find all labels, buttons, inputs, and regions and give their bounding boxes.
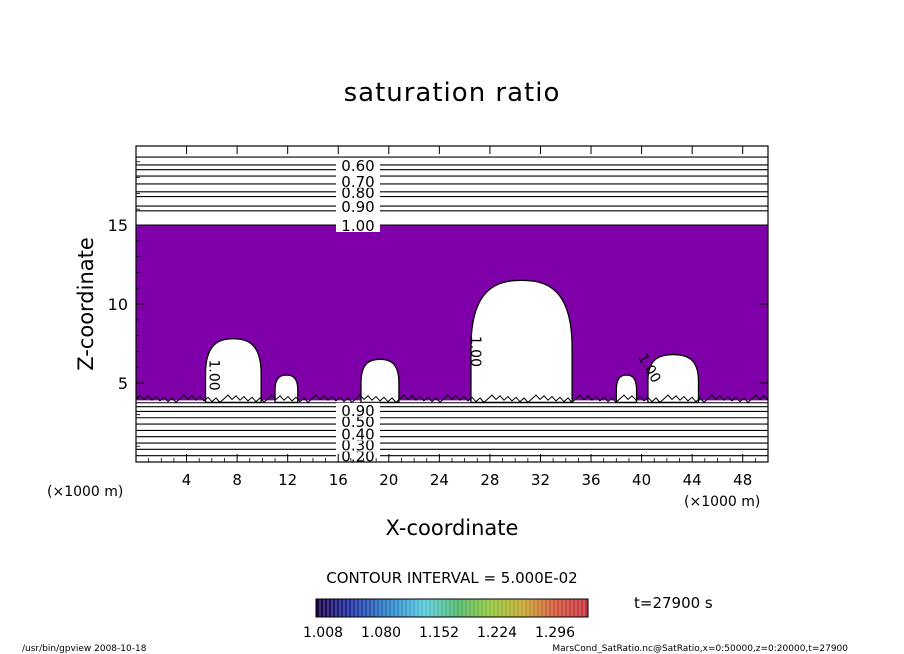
x-tick-label-3: 12: [278, 471, 297, 489]
x-tick-label-11: 44: [683, 471, 702, 489]
time-label: t=27900 s: [634, 594, 713, 612]
upper-contour-label-bg-5: [336, 157, 380, 172]
lower-contour-label-5: 0.90: [341, 402, 374, 420]
x-tick-label-9: 36: [581, 471, 600, 489]
upper-contour-label-1: 1.00: [341, 217, 374, 235]
lower-contour-label-1: 0.20: [341, 448, 374, 466]
colorbar-label-3: 1.152: [419, 625, 459, 641]
lower-contour-label-bg-3: [336, 426, 380, 441]
colorbar-frame: [315, 598, 589, 618]
lower-contour-label-bg-4: [336, 413, 380, 428]
plot-area: 1.000.900.800.700.600.200.300.400.500.90…: [108, 145, 769, 489]
y-tick-label-1: 5: [118, 374, 128, 393]
x-tick-label-6: 24: [430, 471, 449, 489]
x-tick-label-1: 4: [182, 471, 192, 489]
clear-region-6: [647, 353, 700, 404]
clear-region-2: [274, 374, 299, 404]
clear-region-1: [204, 338, 262, 404]
upper-contour-label-bg-3: [336, 184, 380, 199]
upper-contour-label-bg-2: [336, 199, 380, 214]
x-axis-label: X-coordinate: [386, 516, 519, 540]
clear-region-5: [615, 374, 638, 404]
x-tick-label-4: 16: [329, 471, 348, 489]
contour-interval-label: CONTOUR INTERVAL = 5.000E-02: [326, 569, 577, 587]
colorbar-label-1: 1.008: [303, 625, 343, 641]
inline-contour-label-1: 1.00: [205, 360, 221, 391]
inline-contour-label-2: 1.00: [467, 336, 483, 367]
x-unit-right: (×1000 m): [684, 494, 760, 510]
x-tick-label-12: 48: [733, 471, 752, 489]
y-tick-label-2: 10: [108, 295, 128, 314]
lower-contour-label-bg-1: [336, 448, 380, 463]
colorbar-label-2: 1.080: [361, 625, 401, 641]
clear-region-3: [360, 358, 400, 404]
upper-contour-label-bg-1: [336, 218, 380, 232]
lower-contour-label-bg-2: [336, 437, 380, 452]
chart-title: saturation ratio: [344, 78, 561, 108]
footer-left: /usr/bin/gpview 2008-10-18: [22, 644, 147, 654]
colorbar: 1.008 1.080 1.152 1.224 1.296: [303, 598, 589, 641]
lower-contour-label-2: 0.30: [341, 437, 374, 455]
y-axis-label: Z-coordinate: [74, 237, 98, 371]
x-tick-label-5: 20: [379, 471, 398, 489]
x-tick-label-2: 8: [232, 471, 242, 489]
lower-contour-label-4: 0.50: [341, 413, 374, 431]
base-contour-boundary: [136, 394, 768, 404]
lower-contour-label-3: 0.40: [341, 426, 374, 444]
upper-contour-label-bg-4: [336, 173, 380, 188]
upper-contour-label-3: 0.80: [341, 184, 374, 202]
colorbar-gradient: [316, 599, 588, 617]
x-tick-label-10: 40: [632, 471, 651, 489]
footer-right: MarsCond_SatRatio.nc@SatRatio,x=0:50000,…: [552, 644, 848, 654]
upper-contour-label-2: 0.90: [341, 198, 374, 216]
x-tick-label-8: 32: [531, 471, 550, 489]
upper-contour-label-4: 0.70: [341, 173, 374, 191]
x-tick-label-7: 28: [480, 471, 499, 489]
upper-contour-label-5: 0.60: [341, 157, 374, 175]
colorbar-label-5: 1.296: [535, 625, 575, 641]
x-unit-left: (×1000 m): [47, 484, 123, 500]
colorbar-label-4: 1.224: [477, 625, 517, 641]
clear-region-4: [470, 279, 573, 404]
lower-contour-label-bg-5: [336, 402, 380, 417]
y-tick-label-3: 15: [108, 216, 128, 235]
